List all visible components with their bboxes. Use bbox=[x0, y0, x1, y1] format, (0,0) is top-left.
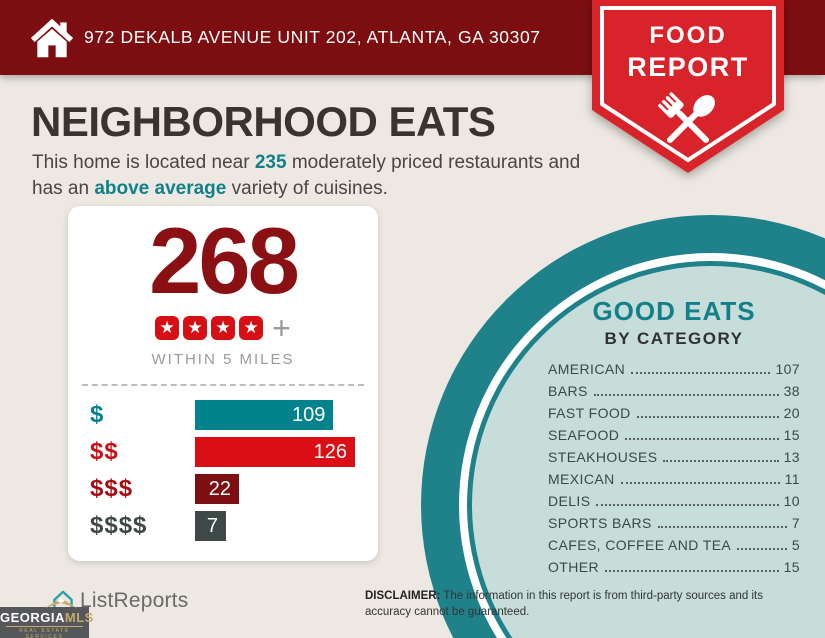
category-list: AMERICAN 107 BARS 38 FAST FOOD 20 SEAFOOD 15… bbox=[548, 361, 800, 581]
category-value: 10 bbox=[783, 493, 800, 509]
category-label: CAFES, COFFEE AND TEA bbox=[548, 537, 732, 553]
category-value: 15 bbox=[783, 427, 800, 443]
star-icon: ★ bbox=[239, 316, 264, 340]
property-address: 972 DEKALB AVENUE UNIT 202, ATLANTA, GA … bbox=[84, 27, 541, 47]
category-label: DELIS bbox=[548, 493, 591, 509]
star-icon: ★ bbox=[155, 316, 180, 340]
price-label: $$$$ bbox=[90, 512, 148, 539]
category-label: AMERICAN bbox=[548, 361, 626, 377]
price-label: $ bbox=[90, 401, 105, 428]
intro-text: This home is located near 235 moderately… bbox=[32, 150, 597, 202]
georgia-mls-tagline: REAL ESTATE SERVICES bbox=[6, 626, 83, 638]
category-label: STEAKHOUSES bbox=[548, 449, 658, 465]
intro-pre: This home is located near bbox=[32, 152, 255, 173]
georgia-mls-wordmark: GEORGIAMLS bbox=[0, 610, 94, 625]
category-value: 13 bbox=[783, 449, 800, 465]
dotted-leader bbox=[737, 548, 787, 550]
plus-sign: + bbox=[272, 310, 291, 346]
category-value: 20 bbox=[783, 405, 800, 421]
home-icon bbox=[30, 18, 74, 57]
mountain-peak-icon bbox=[45, 598, 77, 608]
page-title: NEIGHBORHOOD EATS bbox=[31, 98, 496, 145]
georgia-mls-logo: GEORGIAMLS REAL ESTATE SERVICES bbox=[0, 598, 94, 638]
list-item: SEAFOOD 15 bbox=[548, 427, 800, 449]
category-value: 11 bbox=[784, 471, 800, 487]
disclaimer-body: The information in this report is from t… bbox=[365, 590, 763, 618]
dotted-leader bbox=[663, 460, 779, 462]
good-eats-panel: GOOD EATS BY CATEGORY AMERICAN 107 BARS 38… bbox=[548, 296, 800, 581]
category-value: 5 bbox=[791, 537, 800, 553]
bar-row: $ 109 bbox=[90, 400, 378, 430]
category-value: 15 bbox=[783, 559, 800, 575]
list-item: AMERICAN 107 bbox=[548, 361, 800, 383]
dotted-leader bbox=[620, 482, 780, 484]
dotted-leader bbox=[593, 394, 779, 396]
list-item: STEAKHOUSES 13 bbox=[548, 449, 800, 471]
list-item: DELIS 10 bbox=[548, 493, 800, 515]
price-label: $$ bbox=[90, 438, 119, 465]
category-value: 107 bbox=[775, 361, 800, 377]
dotted-leader bbox=[657, 526, 787, 528]
badge-title: FOOD REPORT bbox=[627, 22, 749, 82]
dashed-divider bbox=[82, 384, 364, 386]
dotted-leader bbox=[625, 438, 779, 440]
price-label: $$$ bbox=[90, 475, 134, 502]
dotted-leader bbox=[631, 372, 771, 374]
good-eats-subtitle: BY CATEGORY bbox=[604, 329, 744, 348]
listreports-wordmark: ListReports bbox=[80, 588, 189, 612]
category-value: 7 bbox=[791, 515, 800, 531]
restaurant-count-highlight: 235 bbox=[254, 152, 287, 173]
variety-highlight: above average bbox=[94, 178, 227, 200]
dotted-leader bbox=[596, 504, 779, 506]
list-item: FAST FOOD 20 bbox=[548, 405, 800, 427]
category-value: 38 bbox=[783, 383, 800, 399]
total-restaurants: 268 bbox=[149, 208, 300, 313]
price-level-bar-chart: $ 109 $$ 126 $$$ 22 $$$$ 7 bbox=[68, 400, 378, 541]
intro-mid: moderately priced restaurants and has an bbox=[32, 152, 581, 200]
list-item: CAFES, COFFEE AND TEA 5 bbox=[548, 537, 800, 559]
category-label: SEAFOOD bbox=[548, 427, 620, 443]
disclaimer-text: DISCLAIMER: The information in this repo… bbox=[365, 589, 805, 620]
ribbon-shape bbox=[592, 0, 784, 173]
category-label: MEXICAN bbox=[548, 471, 615, 487]
star-rating: ★ ★ ★ ★ + bbox=[68, 310, 378, 346]
list-item: MEXICAN 11 bbox=[548, 471, 800, 493]
bar: 126 bbox=[195, 437, 355, 467]
radius-label: WITHIN 5 MILES bbox=[151, 351, 295, 368]
bar-row: $$$ 22 bbox=[90, 474, 378, 504]
bar: 109 bbox=[195, 400, 334, 430]
star-icon: ★ bbox=[183, 316, 208, 340]
bar: 7 bbox=[195, 511, 226, 541]
category-label: FAST FOOD bbox=[548, 405, 631, 421]
star-icon: ★ bbox=[211, 316, 236, 340]
intro-post: variety of cuisines. bbox=[226, 178, 388, 200]
bar-row: $$$$ 7 bbox=[90, 511, 378, 541]
bar: 22 bbox=[195, 474, 239, 504]
dotted-leader bbox=[636, 416, 779, 418]
list-item: SPORTS BARS 7 bbox=[548, 515, 800, 537]
category-label: BARS bbox=[548, 383, 588, 399]
bar-row: $$ 126 bbox=[90, 437, 378, 467]
good-eats-title: GOOD EATS bbox=[592, 296, 756, 326]
food-report-badge: FOOD REPORT bbox=[592, 0, 784, 174]
dotted-leader bbox=[605, 570, 779, 572]
category-label: SPORTS BARS bbox=[548, 515, 652, 531]
restaurant-count-card: 268 ★ ★ ★ ★ + WITHIN 5 MILES $ 109 $$ 126 $$… bbox=[68, 206, 378, 561]
crossed-utensils-icon bbox=[658, 92, 715, 144]
list-item: OTHER 15 bbox=[548, 559, 800, 581]
category-label: OTHER bbox=[548, 559, 599, 575]
disclaimer-label: DISCLAIMER: bbox=[365, 590, 441, 602]
list-item: BARS 38 bbox=[548, 383, 800, 405]
